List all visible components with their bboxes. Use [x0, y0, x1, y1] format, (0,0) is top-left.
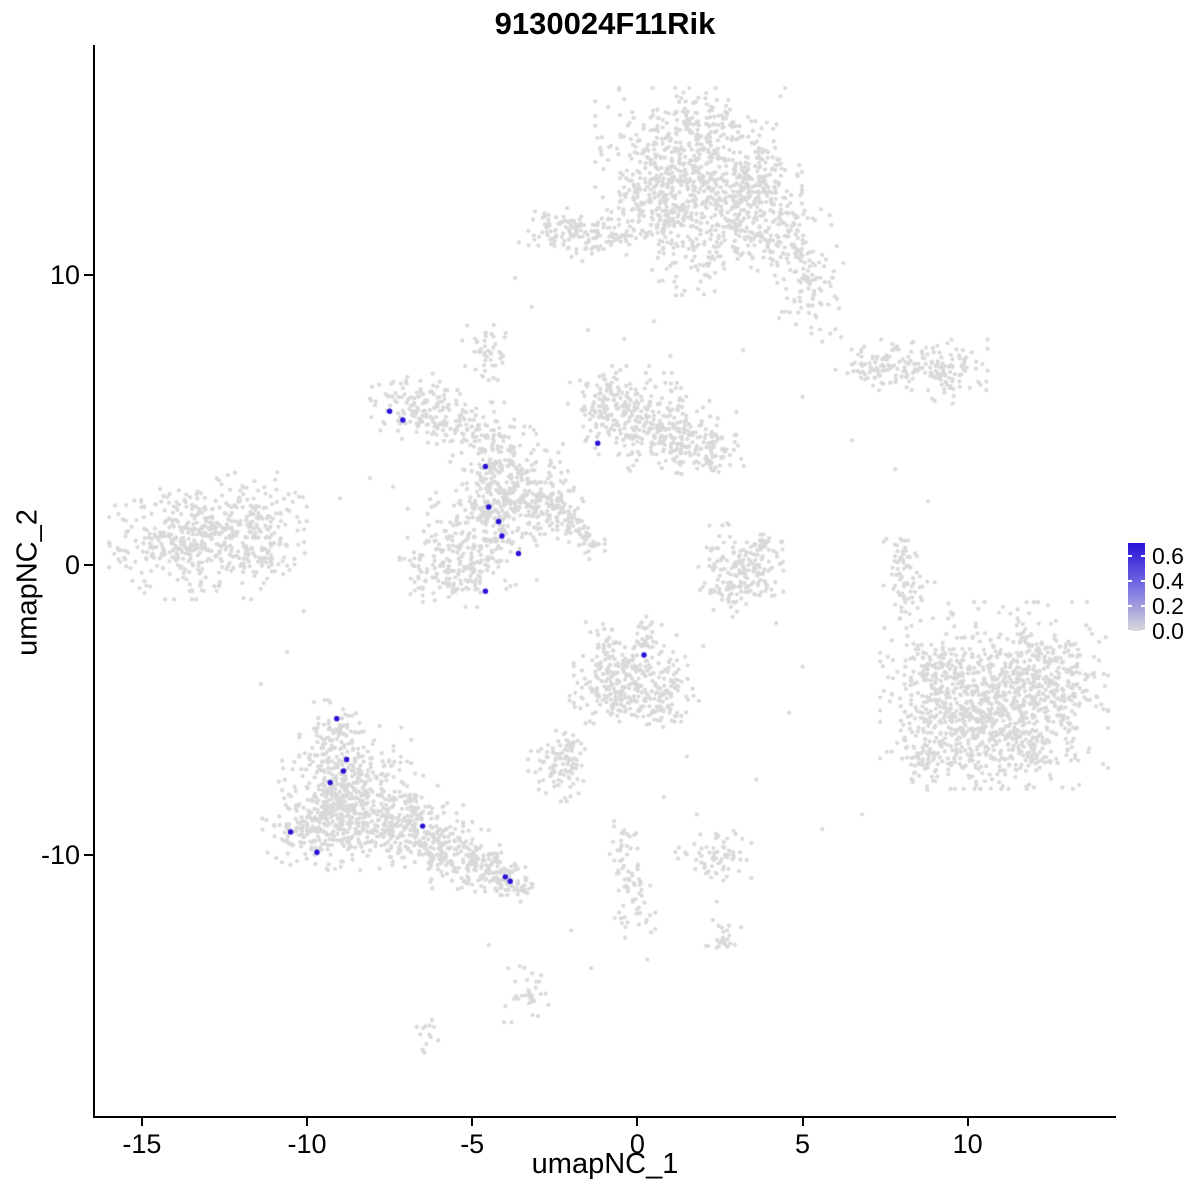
- legend-gradient-bar: [1128, 543, 1145, 631]
- legend-tick-mark: [1128, 554, 1132, 557]
- x-tick-label: -10: [287, 1129, 327, 1159]
- legend-tick-mark: [1141, 579, 1145, 582]
- legend-tick-mark: [1128, 630, 1132, 632]
- y-tick-label: -10: [40, 840, 80, 871]
- legend-tick-mark: [1141, 604, 1145, 607]
- y-axis-line: [93, 45, 95, 1118]
- legend-tick-label: 0.4: [1152, 567, 1184, 594]
- y-tick-label: 10: [49, 260, 80, 290]
- y-tick-mark: [84, 564, 93, 567]
- x-tick-mark: [801, 1117, 804, 1126]
- x-tick-mark: [306, 1117, 309, 1126]
- x-tick-mark: [140, 1117, 143, 1126]
- legend-tick-mark: [1128, 579, 1132, 582]
- plot-title: 9130024F11Rik: [494, 6, 716, 41]
- x-tick-mark: [966, 1117, 969, 1126]
- x-tick-label: -5: [460, 1129, 485, 1159]
- x-tick-label: 5: [795, 1129, 811, 1159]
- x-tick-mark: [636, 1117, 639, 1126]
- x-tick-label: 0: [629, 1129, 645, 1159]
- legend-tick-mark: [1141, 554, 1145, 557]
- y-tick-label: 0: [64, 550, 80, 581]
- x-tick-label: 10: [952, 1129, 983, 1159]
- legend-tick-mark: [1141, 630, 1145, 632]
- x-axis-label: umapNC_1: [531, 1148, 679, 1180]
- legend-tick-label: 0.2: [1152, 592, 1184, 619]
- legend-tick-label: 0.6: [1152, 542, 1184, 569]
- x-axis-line: [93, 1116, 1116, 1118]
- legend-tick-mark: [1128, 604, 1132, 607]
- x-tick-label: -15: [122, 1129, 162, 1159]
- y-axis-label: umapNC_2: [11, 509, 44, 656]
- y-tick-mark: [84, 854, 93, 857]
- x-tick-mark: [471, 1117, 474, 1126]
- legend-tick-label: 0.0: [1152, 618, 1184, 644]
- y-tick-mark: [84, 274, 93, 276]
